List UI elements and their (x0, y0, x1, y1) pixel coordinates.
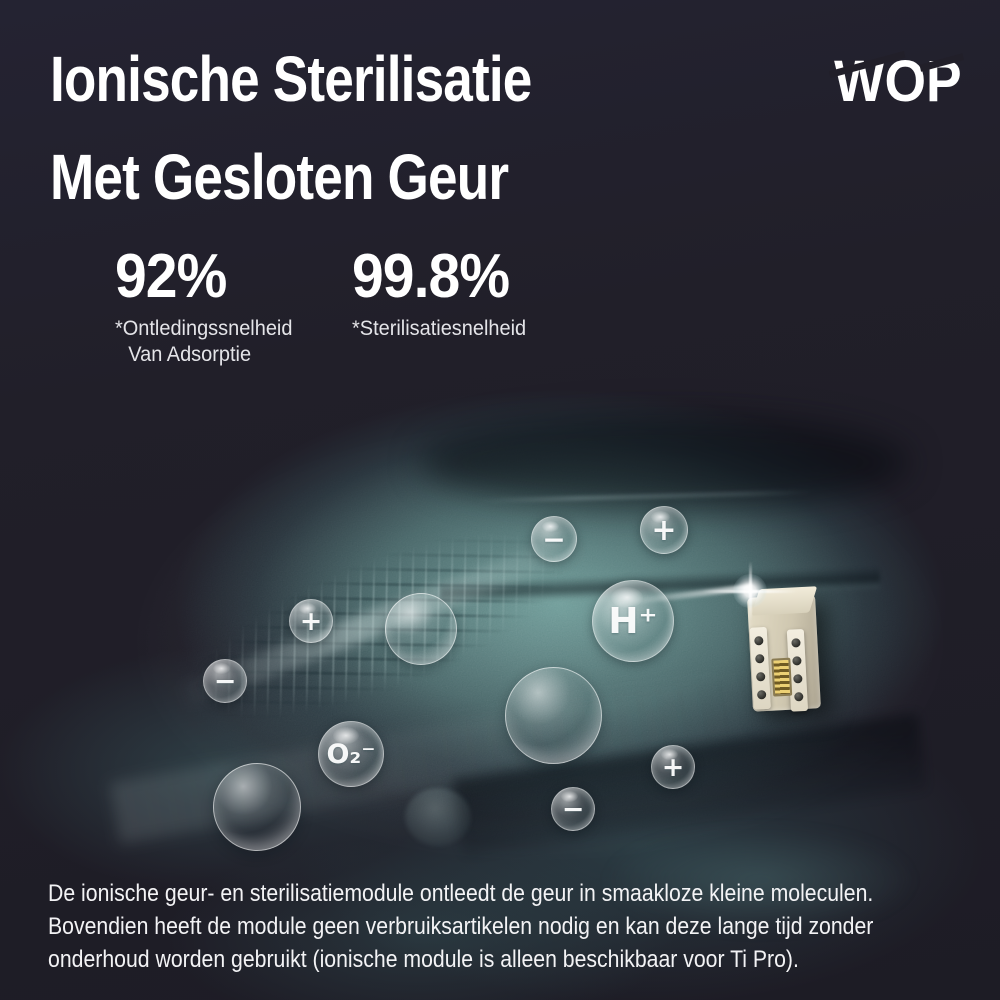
air-bubble (505, 667, 602, 764)
positive-ion-bubble: + (640, 506, 688, 554)
positive-ion-bubble: + (289, 599, 333, 643)
negative-ion-bubble: − (203, 659, 247, 703)
page-title-line2: Met Gesloten Geur (50, 141, 509, 213)
product-illustration: − + H⁺ + − O₂⁻ + − (0, 360, 1000, 1000)
description-line2: Bovendien heeft de module geen verbruiks… (48, 913, 874, 940)
ion-label: + (299, 605, 323, 637)
ion-label: O₂⁻ (326, 738, 376, 770)
ion-label: − (213, 665, 237, 697)
ion-label: − (561, 793, 585, 825)
brand-logo: WOP (829, 48, 964, 115)
ion-label: − (542, 522, 566, 556)
superoxide-ion-bubble: O₂⁻ (318, 721, 384, 787)
ion-label: + (651, 512, 677, 548)
page-title-line1: Ionische Sterilisatie (50, 43, 532, 115)
machine-knob (405, 788, 471, 846)
stat-value: 92% (115, 242, 227, 311)
negative-ion-bubble: − (551, 787, 595, 831)
hydrogen-ion-bubble: H⁺ (592, 580, 674, 662)
positive-ion-bubble: + (651, 745, 695, 789)
description-paragraph: De ionische geur- en sterilisatiemodule … (48, 877, 873, 976)
stats-row: 92% *Ontledingssnelheid Van Adsorptie 99… (115, 246, 535, 368)
module-gold-grille (771, 657, 793, 697)
stat-sterilisation-rate: 99.8% *Sterilisatiesnelheid (352, 246, 535, 368)
base-glow (610, 830, 910, 930)
air-bubble (213, 763, 301, 851)
air-bubble (385, 593, 457, 665)
stat-decomposition-rate: 92% *Ontledingssnelheid Van Adsorptie (115, 246, 302, 368)
ion-label: + (661, 751, 685, 783)
stat-caption: *Sterilisatiesnelheid (352, 316, 526, 342)
stat-caption-line1: *Ontledingssnelheid (115, 317, 293, 340)
description-line3: onderhoud worden gebruikt (ionische modu… (48, 946, 799, 973)
flare-core (733, 574, 767, 608)
stat-caption-line1: *Sterilisatiesnelheid (351, 317, 526, 340)
description-line1: De ionische geur- en sterilisatiemodule … (48, 880, 874, 907)
machine-top-shadow (420, 415, 910, 510)
ionizer-module (747, 586, 821, 712)
stat-value: 99.8% (351, 242, 510, 311)
negative-ion-bubble: − (531, 516, 577, 562)
ion-label: H⁺ (608, 600, 658, 642)
